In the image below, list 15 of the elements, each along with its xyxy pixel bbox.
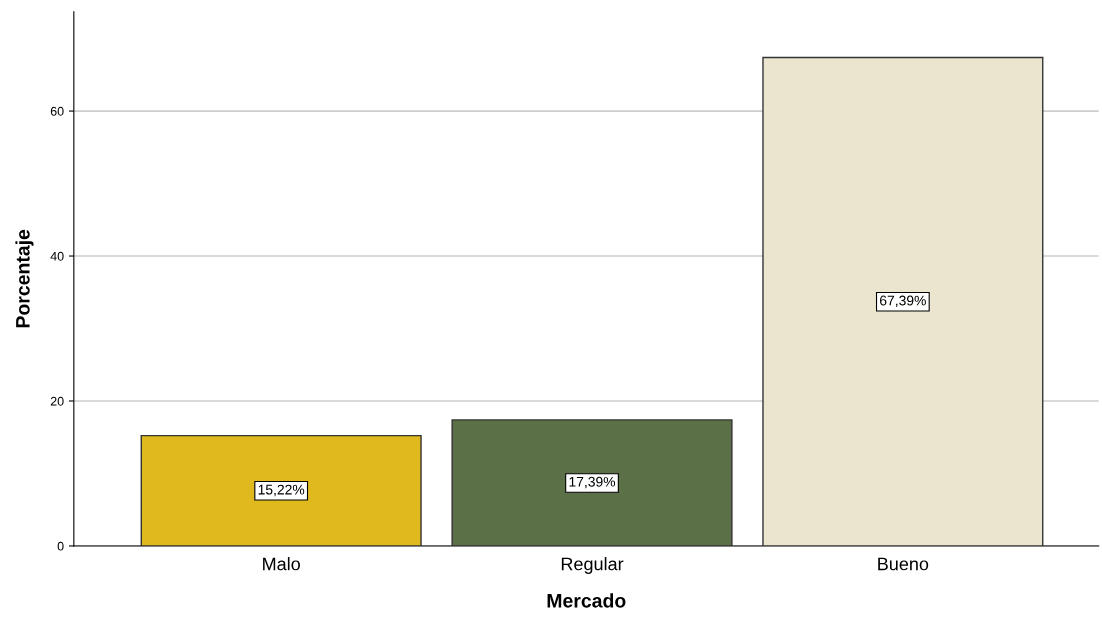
y-tick-label: 0 (57, 541, 64, 551)
y-tick-label: 40 (50, 251, 64, 261)
data-label: 67,39% (880, 295, 926, 308)
x-tick-label: Regular (561, 557, 624, 574)
x-tick-label: Bueno (878, 557, 929, 571)
bar (140, 434, 422, 546)
bar (762, 56, 1044, 546)
y-tick-label: 60 (50, 106, 64, 116)
data-label: 17,39% (569, 476, 616, 489)
x-tick-label: Malo (263, 557, 300, 571)
x-axis-title: Mercado (547, 593, 626, 608)
data-label: 15,22% (258, 484, 305, 497)
bar (451, 419, 733, 546)
y-axis-title: Porcentaje (15, 229, 34, 328)
y-tick-label: 20 (50, 396, 64, 406)
